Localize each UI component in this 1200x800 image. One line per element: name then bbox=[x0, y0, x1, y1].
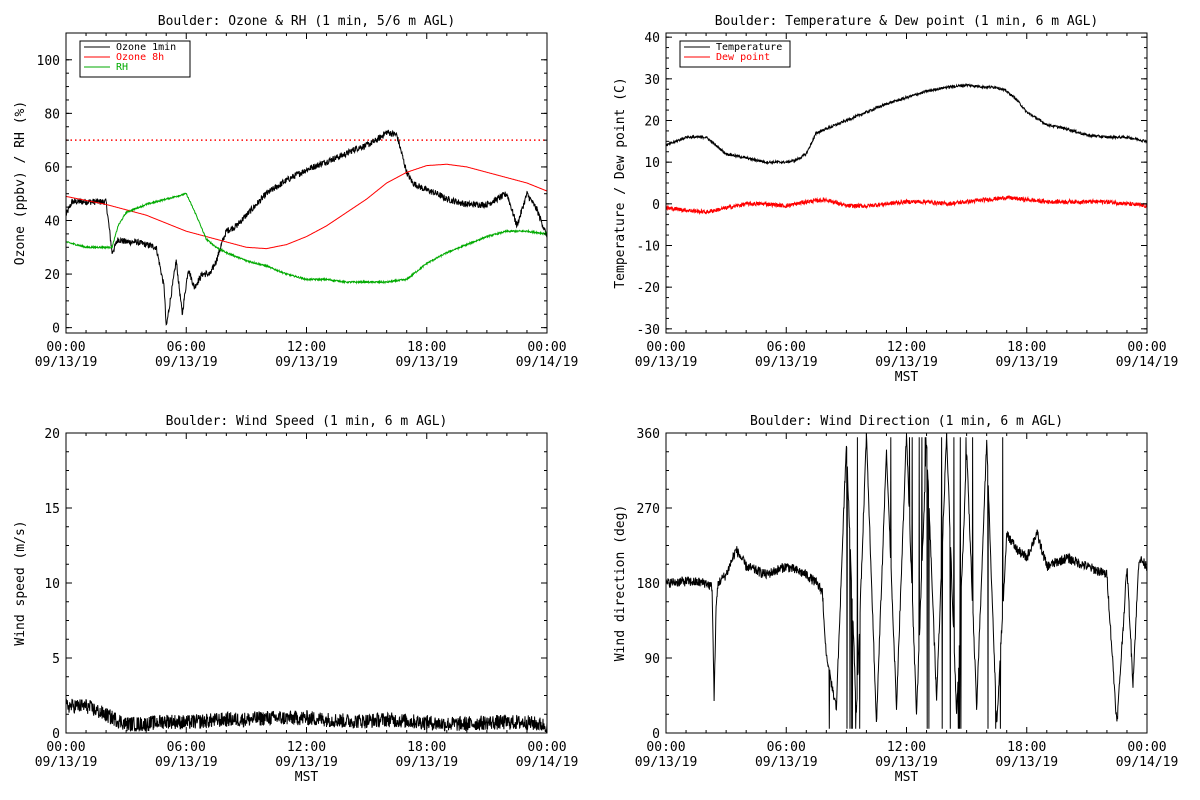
y-tick-label: 100 bbox=[37, 54, 60, 69]
series-line-1 bbox=[666, 433, 1147, 729]
plot-frame bbox=[665, 432, 1148, 734]
x-tick-date: 09/13/19 bbox=[875, 355, 938, 370]
x-tick-label: 00:00 bbox=[46, 740, 85, 755]
y-tick-label: 30 bbox=[644, 73, 660, 88]
x-tick-label: 12:00 bbox=[887, 340, 926, 355]
y-tick-label: 20 bbox=[44, 427, 60, 442]
y-axis-label: Temperature / Dew point (C) bbox=[613, 77, 628, 288]
x-tick-label: 06:00 bbox=[167, 340, 206, 355]
x-tick-label: 00:00 bbox=[646, 340, 685, 355]
x-tick-label: 00:00 bbox=[646, 740, 685, 755]
legend-entry: Dew point bbox=[716, 52, 770, 63]
y-tick-label: 15 bbox=[44, 502, 60, 517]
series-line-3 bbox=[66, 192, 547, 285]
y-tick-label: 360 bbox=[637, 427, 660, 442]
y-tick-label: 20 bbox=[44, 268, 60, 283]
x-tick-label: 12:00 bbox=[287, 340, 326, 355]
x-tick-date: 09/13/19 bbox=[635, 355, 698, 370]
x-tick-label: 06:00 bbox=[767, 740, 806, 755]
x-tick-label: 00:00 bbox=[1127, 740, 1166, 755]
x-tick-label: 00:00 bbox=[1127, 340, 1166, 355]
x-tick-date: 09/14/19 bbox=[516, 355, 579, 370]
y-axis-label: Ozone (ppbv) / RH (%) bbox=[13, 101, 28, 265]
x-tick-label: 00:00 bbox=[46, 340, 85, 355]
x-tick-label: 00:00 bbox=[527, 340, 566, 355]
series-line-1 bbox=[66, 129, 547, 326]
y-tick-label: 90 bbox=[644, 652, 660, 667]
y-tick-label: 80 bbox=[44, 107, 60, 122]
legend-entry: RH bbox=[116, 62, 128, 73]
x-tick-date: 09/13/19 bbox=[395, 755, 458, 770]
chart-title: Boulder: Wind Direction (1 min, 6 m AGL) bbox=[750, 414, 1063, 429]
y-tick-label: 60 bbox=[44, 161, 60, 176]
x-tick-date: 09/13/19 bbox=[995, 755, 1058, 770]
y-tick-label: 5 bbox=[52, 652, 60, 667]
x-axis-label: MST bbox=[895, 770, 919, 785]
chart-title: Boulder: Wind Speed (1 min, 6 m AGL) bbox=[166, 414, 448, 429]
legend-entry: Temperature bbox=[716, 42, 782, 53]
x-tick-label: 12:00 bbox=[287, 740, 326, 755]
chart-panel-2: Boulder: Temperature & Dew point (1 min,… bbox=[613, 14, 1178, 385]
chart-panel-1: Boulder: Ozone & RH (1 min, 5/6 m AGL)00… bbox=[13, 14, 578, 370]
y-tick-label: 20 bbox=[644, 115, 660, 130]
x-tick-date: 09/13/19 bbox=[755, 355, 818, 370]
y-tick-label: -20 bbox=[637, 281, 660, 296]
x-tick-date: 09/13/19 bbox=[995, 355, 1058, 370]
x-tick-date: 09/13/19 bbox=[635, 755, 698, 770]
y-tick-label: -10 bbox=[637, 240, 660, 255]
y-tick-label: 0 bbox=[52, 322, 60, 337]
x-tick-label: 06:00 bbox=[167, 740, 206, 755]
legend-box bbox=[679, 40, 791, 68]
series-line-1 bbox=[666, 83, 1147, 165]
x-axis-label: MST bbox=[295, 770, 319, 785]
plot-frame bbox=[65, 32, 548, 334]
x-tick-date: 09/14/19 bbox=[516, 755, 579, 770]
x-tick-label: 18:00 bbox=[1007, 740, 1046, 755]
x-tick-label: 18:00 bbox=[407, 740, 446, 755]
y-tick-label: -30 bbox=[637, 323, 660, 338]
chart-panel-3: Boulder: Wind Speed (1 min, 6 m AGL) 00:0… bbox=[13, 414, 578, 785]
x-tick-label: 18:00 bbox=[407, 340, 446, 355]
x-tick-label: 00:00 bbox=[527, 740, 566, 755]
chart-title: Boulder: Temperature & Dew point (1 min,… bbox=[715, 14, 1099, 29]
x-tick-label: 12:00 bbox=[887, 740, 926, 755]
chart-title: Boulder: Ozone & RH (1 min, 5/6 m AGL) bbox=[158, 14, 455, 29]
x-tick-date: 09/13/19 bbox=[395, 355, 458, 370]
y-tick-label: 270 bbox=[637, 502, 660, 517]
x-tick-label: 06:00 bbox=[767, 340, 806, 355]
chart-panel-4: Boulder: Wind Direction (1 min, 6 m AGL)… bbox=[613, 414, 1178, 785]
y-tick-label: 0 bbox=[652, 727, 660, 742]
y-tick-label: 40 bbox=[44, 215, 60, 230]
x-tick-date: 09/13/19 bbox=[155, 755, 218, 770]
x-tick-date: 09/13/19 bbox=[755, 755, 818, 770]
y-tick-label: 180 bbox=[637, 577, 660, 592]
x-tick-label: 18:00 bbox=[1007, 340, 1046, 355]
plot-frame bbox=[665, 32, 1148, 334]
y-axis-label: Wind speed (m/s) bbox=[13, 520, 28, 645]
series-line-2 bbox=[66, 163, 547, 250]
y-tick-label: 0 bbox=[52, 727, 60, 742]
y-axis-label: Wind direction (deg) bbox=[613, 505, 628, 662]
x-tick-date: 09/13/19 bbox=[35, 755, 98, 770]
series-line-2 bbox=[666, 195, 1147, 216]
x-tick-date: 09/14/19 bbox=[1116, 755, 1179, 770]
legend-entry: Ozone 8h bbox=[116, 52, 164, 63]
x-tick-date: 09/14/19 bbox=[1116, 355, 1179, 370]
x-axis-label: MST bbox=[895, 370, 919, 385]
legend-entry: Ozone 1min bbox=[116, 42, 176, 53]
x-tick-date: 09/13/19 bbox=[35, 355, 98, 370]
plot-frame bbox=[65, 432, 548, 734]
x-tick-date: 09/13/19 bbox=[275, 755, 338, 770]
x-tick-date: 09/13/19 bbox=[275, 355, 338, 370]
x-tick-date: 09/13/19 bbox=[875, 755, 938, 770]
y-tick-label: 0 bbox=[652, 198, 660, 213]
y-tick-label: 40 bbox=[644, 31, 660, 46]
y-tick-label: 10 bbox=[644, 156, 660, 171]
x-tick-date: 09/13/19 bbox=[155, 355, 218, 370]
y-tick-label: 10 bbox=[44, 577, 60, 592]
